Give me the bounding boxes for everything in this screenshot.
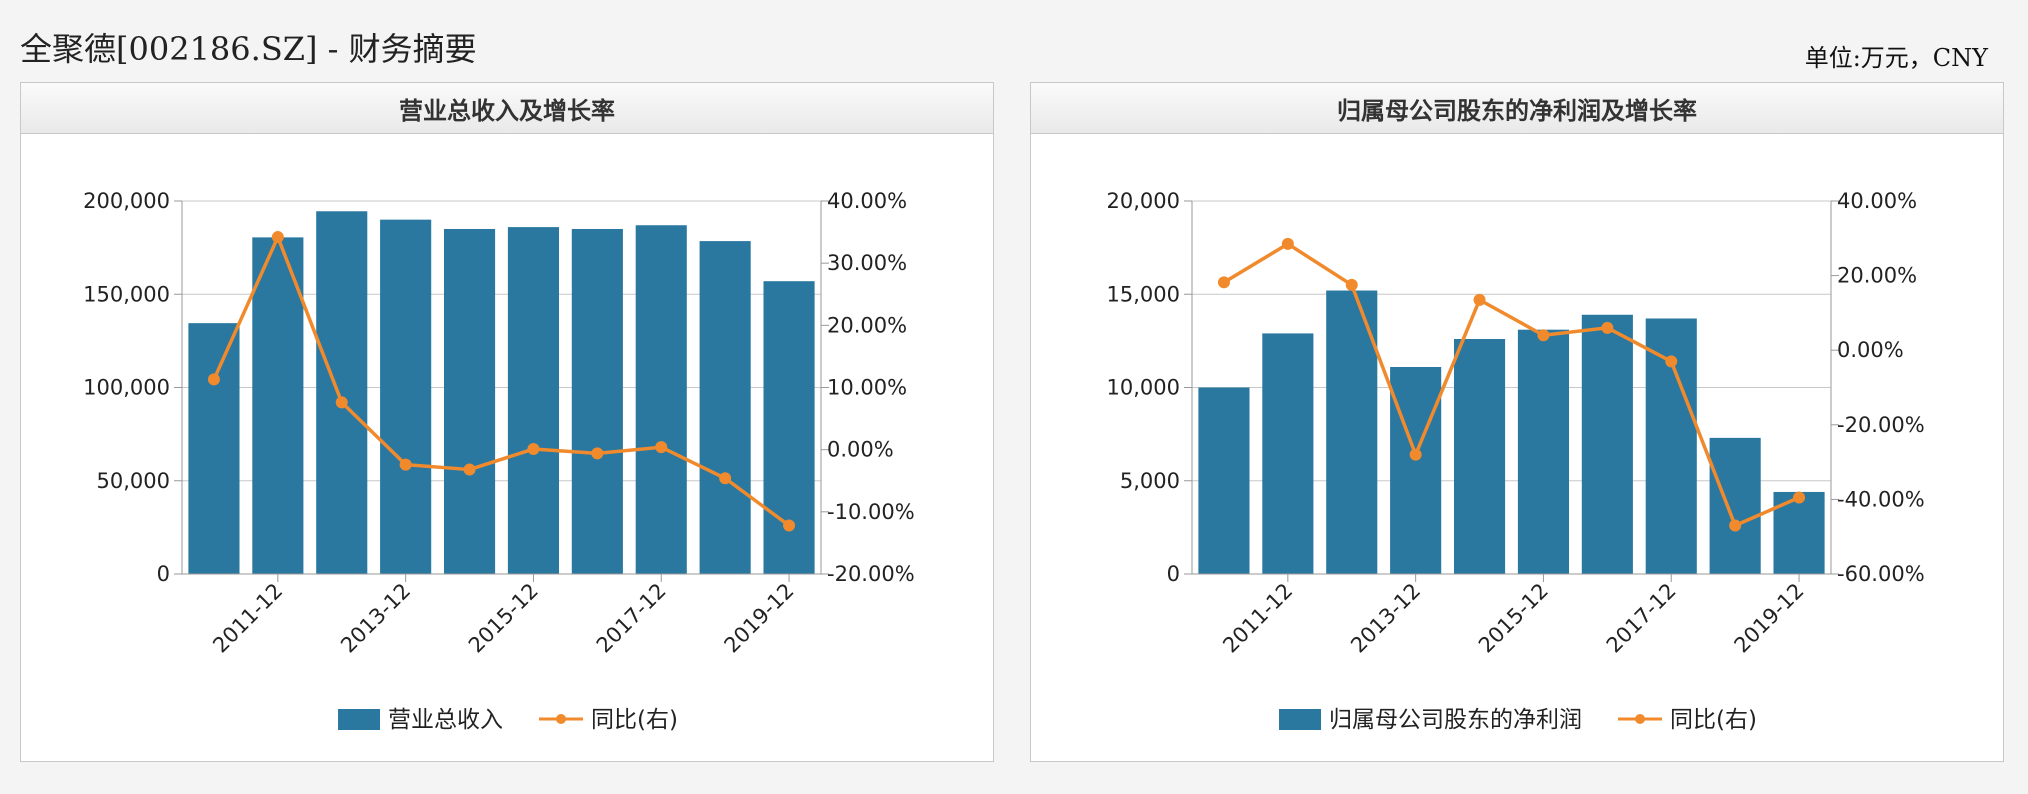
- legend-line-marker: [1635, 714, 1646, 724]
- x-axis-tick-label: 2019-12: [1730, 579, 1809, 658]
- growth-point: [527, 443, 540, 456]
- growth-line: [1223, 242, 1800, 528]
- x-axis-tick-label: 2013-12: [1346, 579, 1425, 658]
- page-title: 全聚德[002186.SZ] - 财务摘要: [20, 30, 477, 68]
- growth-point: [591, 447, 604, 460]
- growth-point: [1601, 321, 1614, 334]
- revenue-chart-panel: 营业总收入及增长率 0 50,000 100,000 150,000 200,000 -2…: [20, 82, 994, 762]
- legend-bar-swatch: [338, 709, 381, 730]
- growth-point: [783, 519, 796, 532]
- unit-label: 单位:万元，CNY: [1804, 44, 1988, 72]
- x-axis-tick-label: 2013-12: [336, 579, 415, 658]
- right-axis-tick-label: 40.00%: [827, 189, 907, 213]
- left-axis-tick-label: 200,000: [83, 189, 170, 213]
- left-axis-tick-label: 5,000: [1120, 469, 1180, 493]
- legend-line-label: 同比(右): [1670, 707, 1757, 733]
- right-axis-tick-label: 0.00%: [1837, 338, 1904, 362]
- legend-line-marker: [556, 714, 567, 724]
- bar: [1326, 290, 1378, 574]
- bar: [1581, 314, 1633, 574]
- left-axis-tick-label: 100,000: [83, 376, 170, 400]
- growth-point: [1537, 329, 1550, 342]
- bar: [699, 241, 751, 574]
- right-axis-tick-label: -40.00%: [1837, 487, 1925, 511]
- growth-point: [655, 441, 668, 454]
- growth-point: [1793, 491, 1806, 504]
- chart-title: 归属母公司股东的净利润及增长率: [1031, 83, 2003, 134]
- right-axis-tick-label: 0.00%: [827, 438, 894, 462]
- growth-point: [1345, 278, 1358, 291]
- growth-point: [1729, 519, 1742, 532]
- bar: [1517, 329, 1570, 574]
- growth-point: [1665, 355, 1678, 368]
- right-axis-tick-label: -20.00%: [827, 562, 915, 586]
- left-axis-tick-label: 15,000: [1107, 282, 1180, 306]
- bar: [252, 237, 304, 574]
- left-axis-tick-label: 20,000: [1107, 189, 1180, 213]
- bar: [1390, 366, 1442, 574]
- growth-point: [1217, 276, 1230, 289]
- legend-line-label: 同比(右): [591, 707, 678, 733]
- net-profit-chart: 0 5,000 10,000 15,000 20,000 -60.00% -40.00% -2…: [1107, 189, 1925, 733]
- bar: [443, 228, 496, 574]
- legend: 营业总收入 同比(右): [338, 707, 678, 733]
- bar: [571, 228, 623, 574]
- x-axis-tick-label: 2011-12: [208, 579, 287, 658]
- growth-point: [719, 472, 732, 485]
- left-axis-tick-label: 0: [157, 562, 170, 586]
- growth-point: [463, 463, 476, 476]
- legend: 归属母公司股东的净利润 同比(右): [1279, 707, 1757, 733]
- x-axis-tick-label: 2017-12: [592, 579, 671, 658]
- right-axis-tick-label: 30.00%: [827, 251, 907, 275]
- bar: [1262, 333, 1314, 574]
- bar: [1453, 339, 1506, 574]
- growth-line: [212, 235, 791, 527]
- chart-title: 营业总收入及增长率: [21, 83, 993, 134]
- growth-point: [207, 373, 220, 386]
- bar: [1198, 387, 1250, 574]
- growth-point: [399, 458, 412, 471]
- right-axis-tick-label: -10.00%: [827, 500, 915, 524]
- right-axis-tick-label: 10.00%: [827, 376, 907, 400]
- x-axis-tick-label: 2017-12: [1602, 579, 1681, 658]
- x-axis-tick-label: 2015-12: [1474, 579, 1553, 658]
- net-profit-chart-panel: 归属母公司股东的净利润及增长率 0 5,000 10,000 15,000 20,000…: [1030, 82, 2004, 762]
- legend-bar-swatch: [1279, 709, 1322, 730]
- legend-bar-label: 归属母公司股东的净利润: [1329, 707, 1582, 733]
- growth-point: [271, 231, 284, 244]
- growth-point: [335, 396, 348, 409]
- x-axis-tick-label: 2015-12: [464, 579, 543, 658]
- bar: [635, 225, 687, 574]
- right-axis-tick-label: 20.00%: [827, 313, 907, 337]
- bar: [316, 211, 368, 574]
- revenue-chart: 0 50,000 100,000 150,000 200,000 -20.00% -10.0…: [83, 189, 915, 733]
- right-axis-tick-label: 20.00%: [1837, 264, 1917, 288]
- left-axis-tick-label: 150,000: [83, 282, 170, 306]
- x-axis-tick-label: 2011-12: [1218, 579, 1297, 658]
- bar: [188, 323, 240, 574]
- bar: [380, 219, 432, 574]
- legend-bar-label: 营业总收入: [388, 707, 503, 733]
- bar: [1709, 437, 1761, 574]
- right-axis-tick-label: -60.00%: [1837, 562, 1925, 586]
- growth-point: [1473, 293, 1486, 306]
- growth-point: [1409, 448, 1422, 461]
- bar: [507, 227, 560, 575]
- right-axis-tick-label: -20.00%: [1837, 413, 1925, 437]
- growth-point: [1281, 237, 1294, 250]
- left-axis-tick-label: 0: [1167, 562, 1180, 586]
- left-axis-tick-label: 10,000: [1107, 376, 1180, 400]
- x-axis-tick-label: 2019-12: [720, 579, 799, 658]
- right-axis-tick-label: 40.00%: [1837, 189, 1917, 213]
- left-axis-tick-label: 50,000: [97, 469, 170, 493]
